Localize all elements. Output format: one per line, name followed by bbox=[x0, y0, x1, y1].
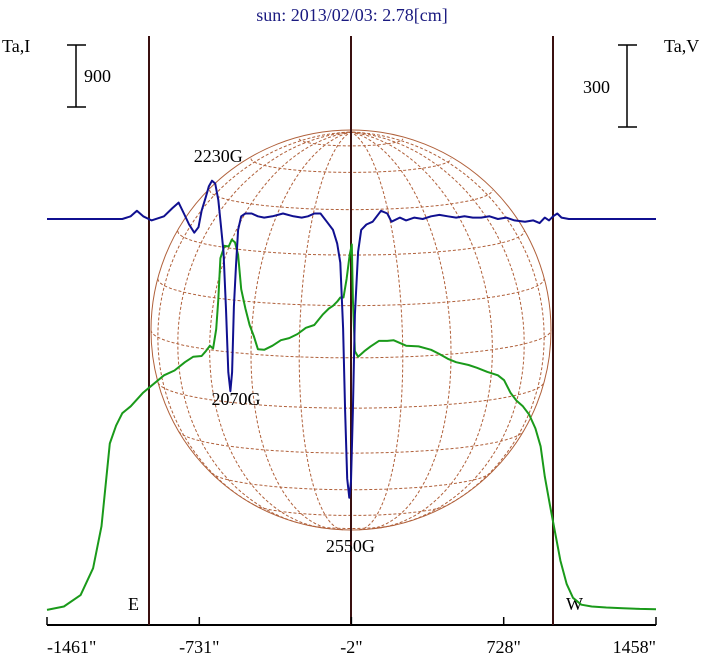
grid-parallel bbox=[307, 524, 395, 529]
x-tick-label: -1461" bbox=[47, 637, 96, 657]
grid-meridian bbox=[209, 131, 352, 529]
x-tick-label: -2" bbox=[340, 637, 362, 657]
grid-meridian bbox=[157, 131, 352, 506]
annotations: 2230G 2070G 2550G bbox=[194, 146, 375, 556]
grid-meridian bbox=[350, 131, 525, 524]
right-scale-bar-label: 300 bbox=[583, 77, 610, 97]
grid-meridian bbox=[298, 131, 352, 531]
grid-meridian bbox=[350, 131, 493, 529]
x-tick-label: -731" bbox=[179, 637, 219, 657]
x-tick-label: 1458" bbox=[613, 637, 656, 657]
field-strength-annotation: 2070G bbox=[212, 389, 261, 409]
east-limb-label: E bbox=[128, 594, 139, 614]
chart-title: sun: 2013/02/03: 2.78[cm] bbox=[256, 5, 448, 25]
left-scale-bar-label: 900 bbox=[84, 66, 111, 86]
right-axis-label: Ta,V bbox=[664, 36, 699, 56]
grid-meridian bbox=[177, 131, 352, 524]
left-scale-bar bbox=[67, 44, 86, 108]
series-tav-line bbox=[47, 179, 656, 499]
field-strength-annotation: 2550G bbox=[326, 536, 375, 556]
grid-meridian bbox=[350, 131, 404, 531]
grid-parallel bbox=[157, 278, 545, 307]
series-tai-line bbox=[46, 238, 657, 611]
x-axis-ticks: -1461" -731" -2" 728" 1458" bbox=[46, 617, 657, 657]
series-layer bbox=[46, 179, 657, 611]
x-tick-label: 728" bbox=[487, 637, 521, 657]
grid-meridian bbox=[250, 131, 352, 530]
grid-meridian bbox=[350, 131, 452, 530]
field-strength-annotation: 2230G bbox=[194, 146, 243, 166]
west-limb-label: W bbox=[566, 594, 583, 614]
left-axis-label: Ta,I bbox=[2, 36, 30, 56]
right-scale-bar bbox=[618, 44, 637, 128]
